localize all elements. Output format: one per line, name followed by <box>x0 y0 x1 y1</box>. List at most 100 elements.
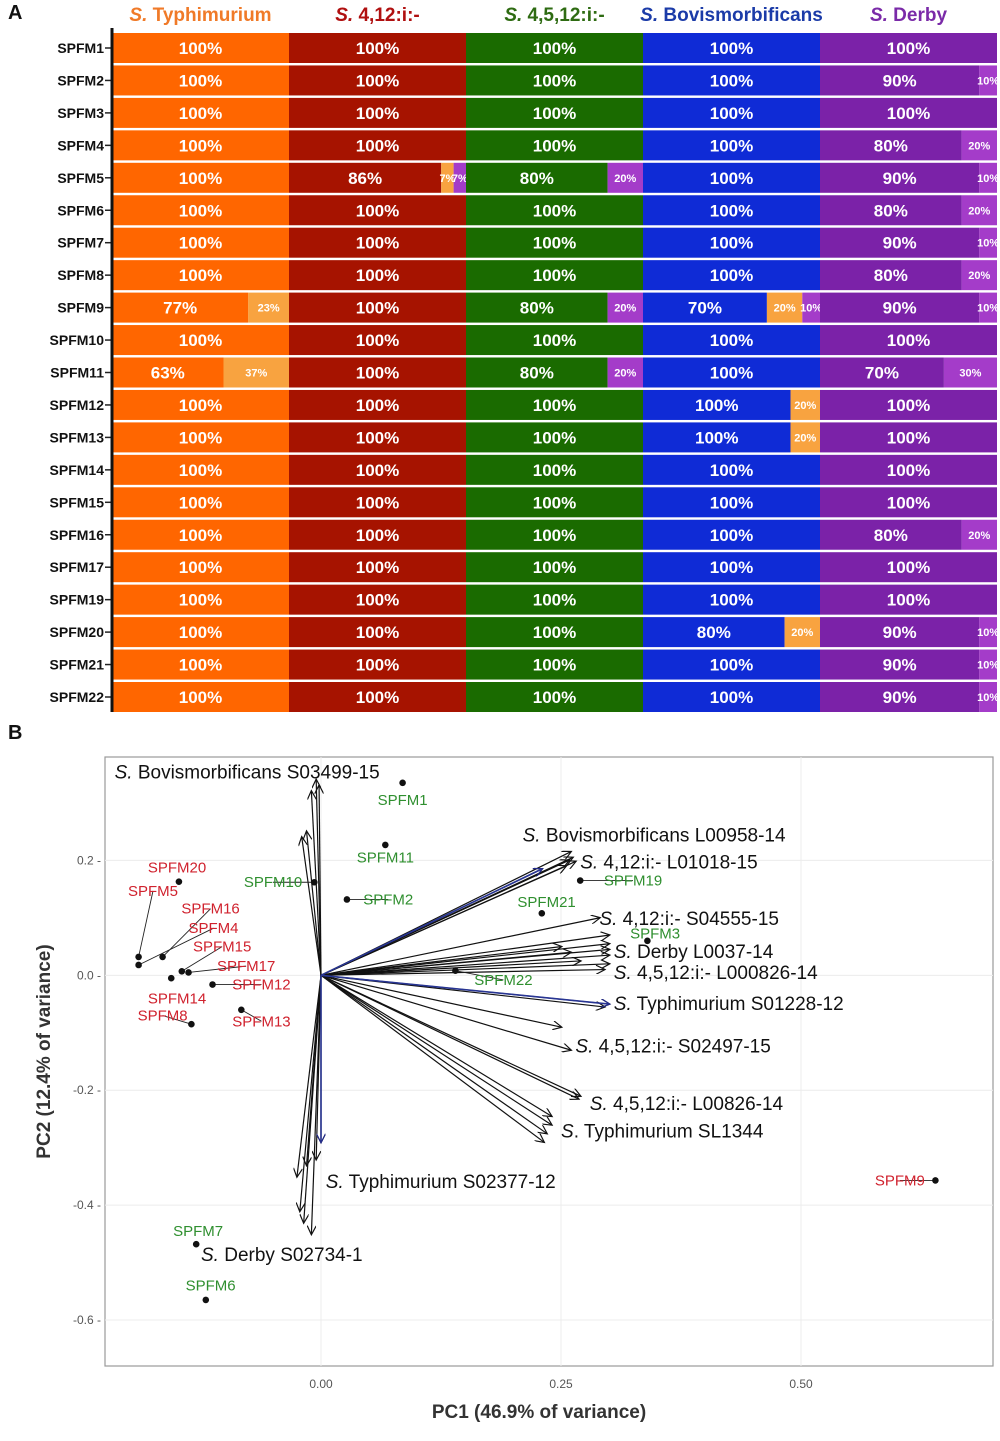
data-point <box>452 967 459 975</box>
row-label: SPFM14 <box>50 462 105 478</box>
bar-value-label: 100% <box>179 558 222 577</box>
bar-segment <box>112 260 289 291</box>
bar-segment <box>112 682 289 712</box>
bar-value-label: 100% <box>710 656 753 675</box>
bar-segment <box>289 292 466 323</box>
bar-segment <box>961 519 997 550</box>
arrow-label: S. 4,5,12:i:- L00826-14 <box>590 1094 784 1115</box>
bar-segment <box>643 649 820 680</box>
point-label: SPFM11 <box>357 850 414 867</box>
bar-value-label: 100% <box>356 623 399 642</box>
bar-value-label: 90% <box>883 71 917 90</box>
bar-value-label: 80% <box>520 364 554 383</box>
bar-value-label: 100% <box>710 526 753 545</box>
bar-value-label: 100% <box>356 656 399 675</box>
bar-segment <box>466 617 643 648</box>
bar-value-label: 20% <box>794 400 816 412</box>
bar-segment <box>112 65 289 96</box>
point-label: SPFM10 <box>244 874 302 891</box>
bar-segment <box>820 325 997 356</box>
point-label: SPFM12 <box>232 977 290 994</box>
bar-segment <box>643 162 820 193</box>
bar-value-label: 100% <box>710 71 753 90</box>
bar-value-label: 100% <box>179 201 222 220</box>
bar-segment <box>289 325 466 356</box>
bar-value-label: 20% <box>968 530 990 542</box>
bar-value-label: 100% <box>710 234 753 253</box>
loading-arrow <box>320 935 609 976</box>
loading-arrow <box>320 974 544 1142</box>
bar-segment <box>820 97 997 128</box>
bar-value-label: 100% <box>533 688 576 707</box>
bar-segment <box>820 195 962 226</box>
y-tick-label: 0.0 - <box>77 968 101 982</box>
bar-segment <box>289 649 466 680</box>
bar-value-label: 86% <box>348 169 382 188</box>
bar-segment <box>112 162 289 193</box>
pca-biplot: 0.00 0.25 0.50 -0.6 - -0.4 - -0.2 - 0.0 - 0.2 -… <box>34 756 994 1423</box>
arrow-label: S. Derby L0037-14 <box>614 942 774 963</box>
arrow-label: S. 4,5,12:i:- L000826-14 <box>614 963 818 984</box>
bar-segment <box>289 584 466 615</box>
bar-segment <box>289 519 466 550</box>
bar-segment <box>820 389 997 420</box>
bar-value-label: 10% <box>977 173 999 185</box>
bar-value-label: 100% <box>695 396 738 415</box>
row-label: SPFM11 <box>50 365 104 381</box>
data-point <box>238 1006 245 1014</box>
bar-segment <box>643 97 820 128</box>
bar-segment <box>112 130 289 161</box>
bar-value-label: 100% <box>356 428 399 447</box>
bar-value-label: 100% <box>179 461 222 480</box>
bar-segment <box>820 519 962 550</box>
bar-value-label: 100% <box>356 526 399 545</box>
data-point <box>188 1020 195 1028</box>
bar-value-label: 100% <box>356 234 399 253</box>
bar-value-label: 100% <box>356 493 399 512</box>
loading-arrow <box>320 947 561 976</box>
label-leader-line <box>241 1009 262 1022</box>
bar-value-label: 100% <box>710 558 753 577</box>
bar-segment <box>112 292 249 323</box>
loading-arrow <box>320 974 551 1116</box>
bar-value-label: 20% <box>968 205 990 217</box>
bar-value-label: 100% <box>533 591 576 610</box>
point-label: SPFM17 <box>217 958 275 975</box>
bar-value-label: 100% <box>887 396 930 415</box>
bar-value-label: 100% <box>179 104 222 123</box>
bar-segment <box>112 454 289 485</box>
row-label: SPFM3 <box>57 105 104 121</box>
bar-segment <box>466 422 643 453</box>
bar-value-label: 100% <box>533 558 576 577</box>
bar-segment <box>820 487 997 518</box>
group-header-4: S. Derby <box>870 5 948 26</box>
bar-segment <box>289 97 466 128</box>
point-label: SPFM16 <box>181 901 239 918</box>
arrow-label: S. Typhimurium SL1344 <box>561 1121 764 1142</box>
group-header-1: S. 4,12:i:- <box>335 5 419 26</box>
row-label: SPFM4 <box>57 137 104 153</box>
y-tick-label: -0.2 - <box>73 1083 101 1097</box>
bar-segment <box>643 292 767 323</box>
bar-value-label: 100% <box>533 493 576 512</box>
row-label: SPFM7 <box>57 235 104 251</box>
bar-segment <box>820 130 962 161</box>
bar-segment <box>466 682 643 712</box>
bar-value-label: 20% <box>794 432 816 444</box>
bar-segment <box>289 260 466 291</box>
data-point <box>159 953 166 961</box>
bar-value-label: 10% <box>977 627 999 639</box>
label-leader-line <box>181 946 223 972</box>
data-point <box>135 961 142 969</box>
bar-segment <box>466 389 643 420</box>
bar-value-label: 100% <box>710 266 753 285</box>
row-label: SPFM21 <box>50 657 105 673</box>
bar-value-label: 100% <box>533 331 576 350</box>
point-label: SPFM6 <box>186 1278 236 1295</box>
loading-arrow <box>320 974 561 1027</box>
bar-value-label: 100% <box>887 493 930 512</box>
loading-arrow <box>320 961 580 976</box>
bar-segment <box>466 584 643 615</box>
bar-segment <box>820 584 997 615</box>
data-point <box>576 877 584 884</box>
